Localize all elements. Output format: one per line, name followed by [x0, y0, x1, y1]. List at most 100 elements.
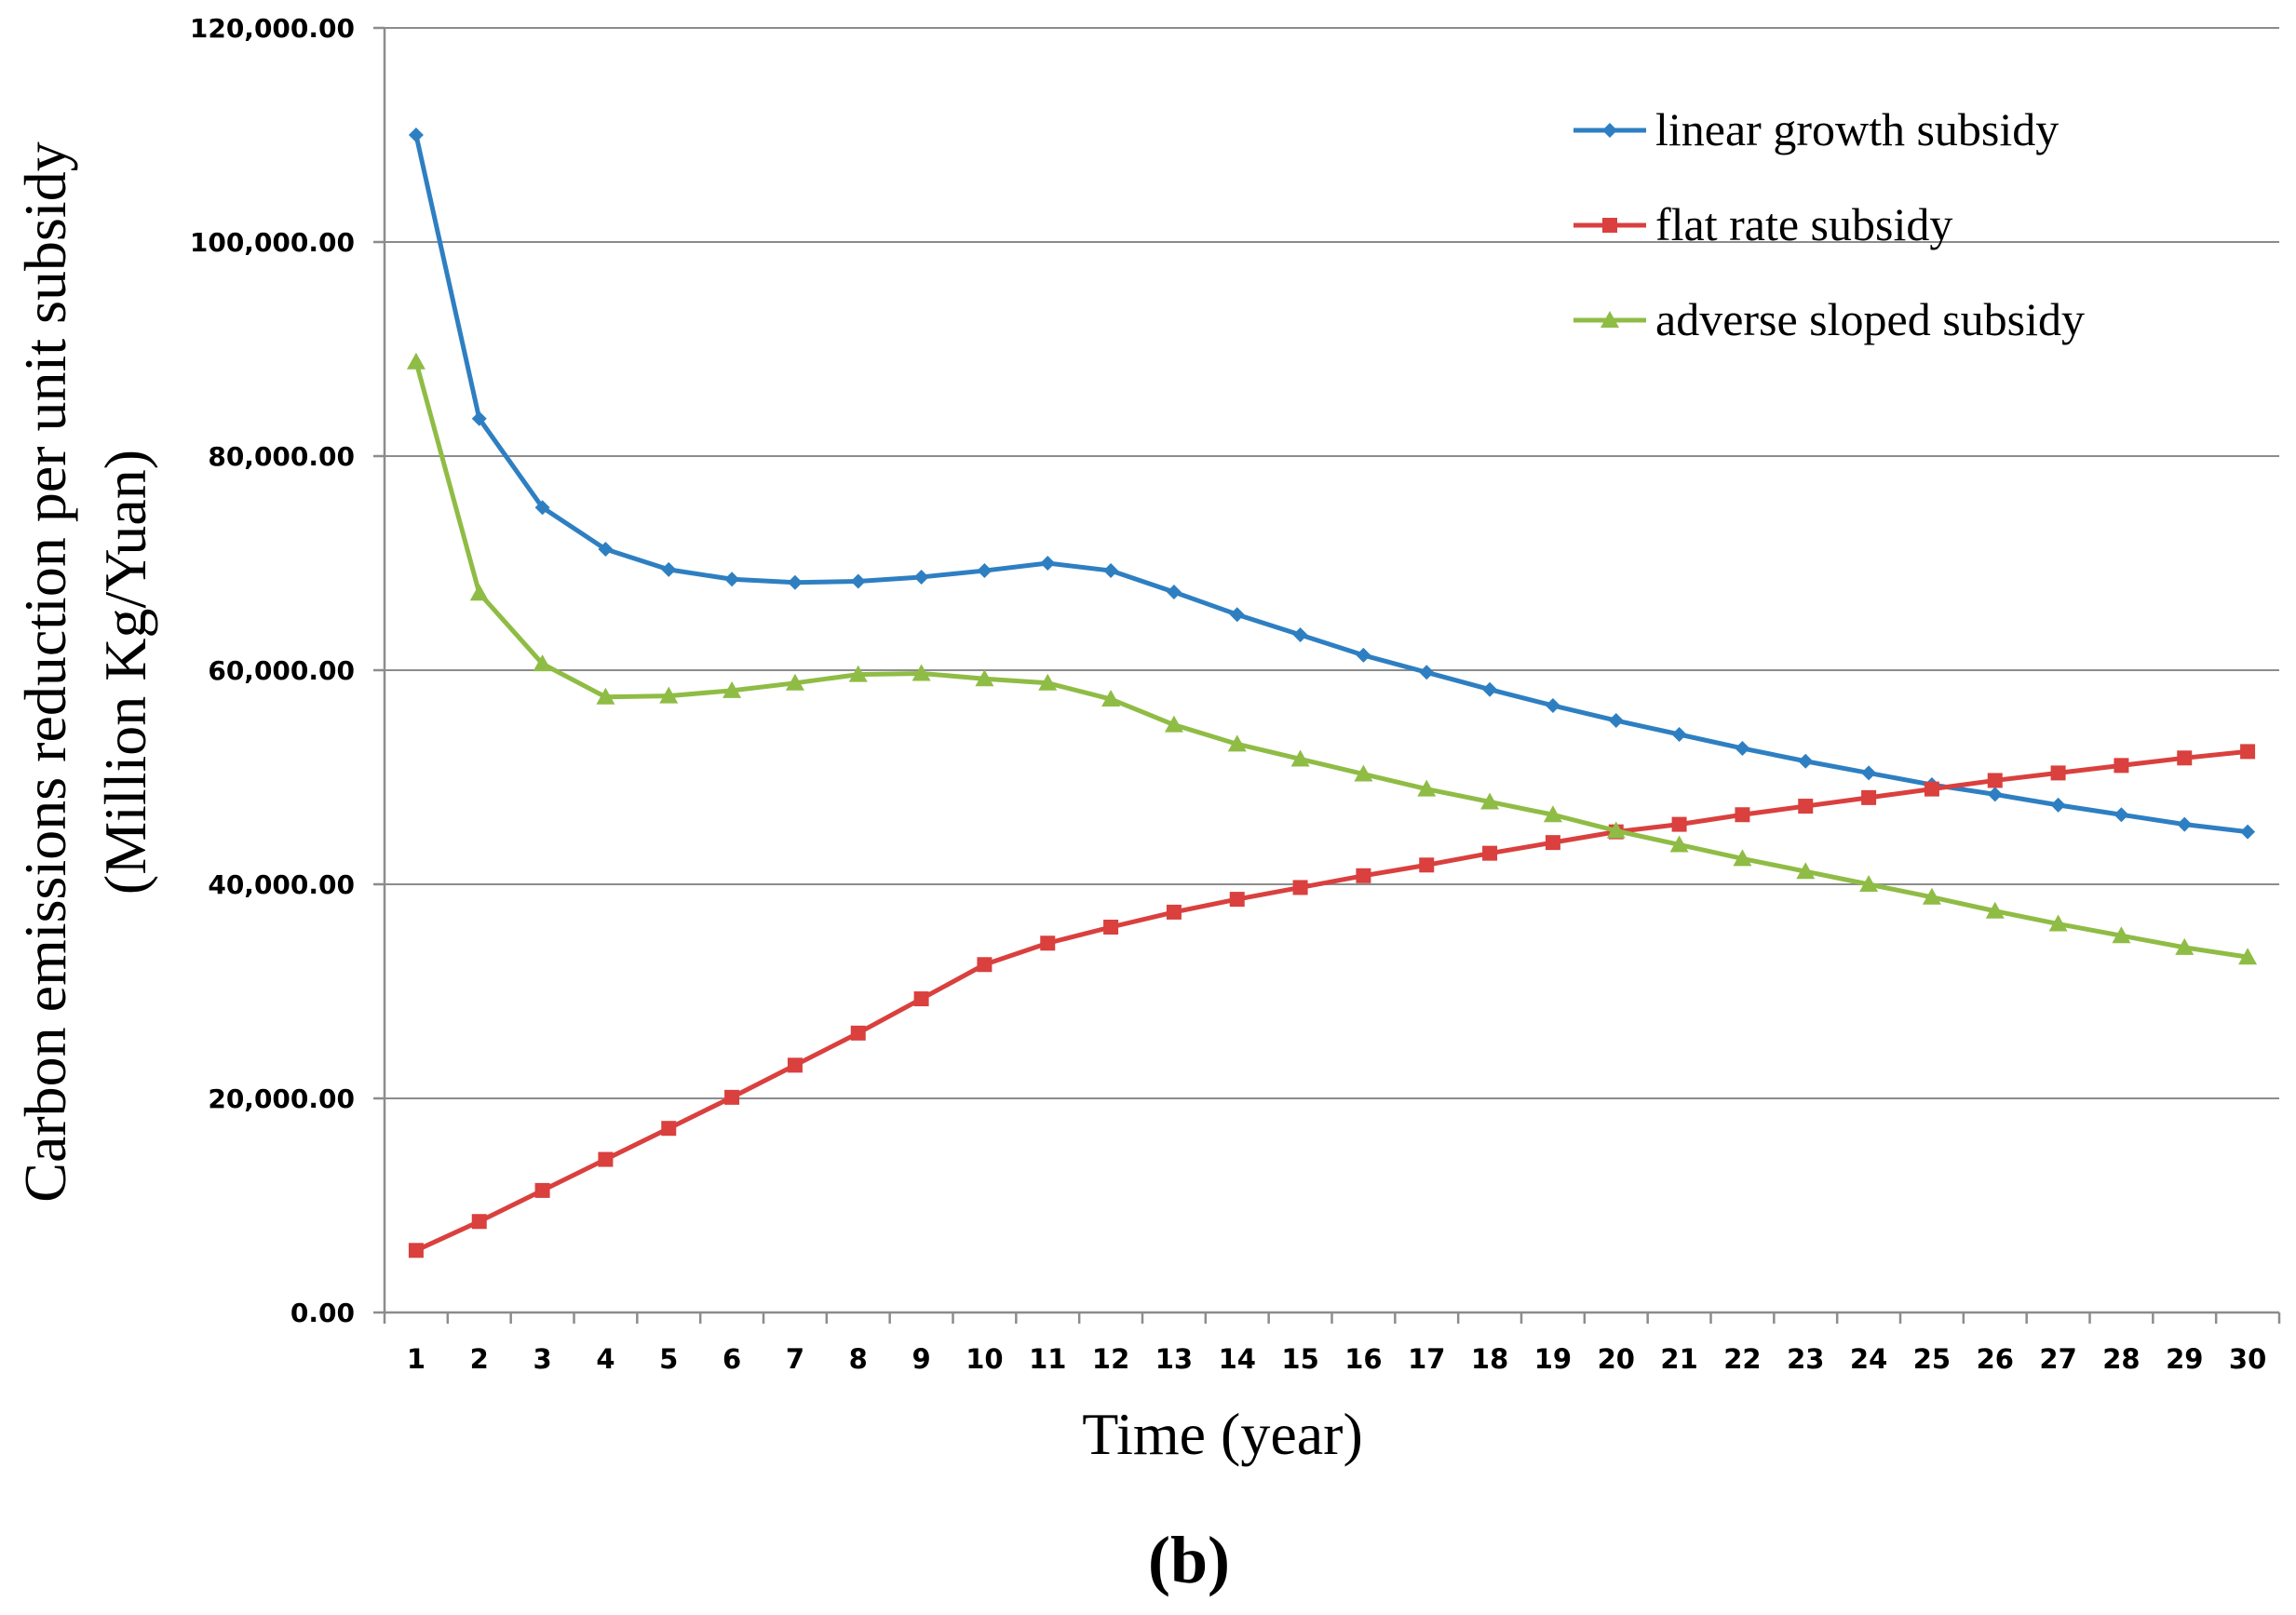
data-point-adverse-sloped-subsidy: [1038, 673, 1058, 691]
x-tick-label: 23: [1787, 1343, 1824, 1375]
data-point-flat-rate-subsidy: [661, 1121, 677, 1137]
data-point-adverse-sloped-subsidy: [596, 687, 615, 705]
series-adverse-sloped-subsidy: [406, 352, 2258, 965]
data-point-flat-rate-subsidy: [850, 1025, 866, 1041]
x-tick-label: 17: [1408, 1343, 1445, 1375]
x-tick-label: 2: [470, 1343, 489, 1375]
data-point-linear-growth-subsidy: [1482, 681, 1498, 697]
y-axis-title: Carbon emissions reduction per unit subs…: [12, 141, 78, 1202]
y-tick-label: 20,000.00: [208, 1083, 355, 1114]
data-point-linear-growth-subsidy: [471, 410, 487, 426]
data-point-flat-rate-subsidy: [1671, 816, 1687, 832]
data-point-adverse-sloped-subsidy: [2175, 937, 2195, 955]
y-tick-label: 60,000.00: [208, 655, 355, 686]
data-point-flat-rate-subsidy: [1419, 857, 1435, 873]
data-point-flat-rate-subsidy: [1166, 904, 1182, 920]
data-point-adverse-sloped-subsidy: [533, 654, 552, 672]
data-point-linear-growth-subsidy: [913, 569, 929, 585]
legend-label: linear growth subsidy: [1655, 103, 2059, 155]
data-point-linear-growth-subsidy: [724, 572, 740, 587]
data-point-flat-rate-subsidy: [1987, 773, 2003, 788]
data-point-adverse-sloped-subsidy: [785, 673, 804, 691]
y-tick-label: 120,000.00: [190, 13, 355, 44]
data-point-linear-growth-subsidy: [787, 574, 803, 590]
data-point-adverse-sloped-subsidy: [469, 584, 489, 601]
x-tick-label: 12: [1092, 1343, 1129, 1375]
data-point-adverse-sloped-subsidy: [975, 669, 994, 687]
data-point-flat-rate-subsidy: [408, 1243, 424, 1258]
legend-entry-flat-rate-subsidy: flat rate subsidy: [1573, 198, 1952, 250]
x-tick-label: 15: [1281, 1343, 1318, 1375]
legend-label: flat rate subsidy: [1655, 198, 1952, 250]
data-point-flat-rate-subsidy: [2177, 750, 2193, 766]
data-point-flat-rate-subsidy: [2240, 744, 2256, 760]
x-tick-label: 19: [1534, 1343, 1572, 1375]
x-tick-label: 7: [786, 1343, 804, 1375]
x-tick-label: 10: [966, 1343, 1003, 1375]
legend-entry-adverse-sloped-subsidy: adverse sloped subsidy: [1573, 293, 2085, 345]
data-point-flat-rate-subsidy: [2050, 765, 2066, 781]
data-point-flat-rate-subsidy: [1861, 789, 1877, 805]
data-point-adverse-sloped-subsidy: [723, 680, 742, 698]
data-series: [406, 128, 2258, 1258]
data-point-adverse-sloped-subsidy: [1796, 862, 1816, 880]
y-tick-labels: 0.00 20,000.00 40,000.00 60,000.00 80,000.00…: [190, 13, 355, 1328]
data-point-flat-rate-subsidy: [1545, 835, 1560, 851]
data-point-adverse-sloped-subsidy: [1985, 901, 2005, 919]
x-tick-label: 30: [2229, 1343, 2266, 1375]
y-tick-label: 80,000.00: [208, 441, 355, 472]
legend-swatch-marker: [1600, 311, 1619, 328]
data-point-adverse-sloped-subsidy: [2048, 914, 2068, 932]
x-tick-label: 26: [1977, 1343, 2014, 1375]
y-axis-unit: (Million Kg/Yuan): [92, 450, 158, 895]
x-tick-label: 21: [1660, 1343, 1697, 1375]
data-point-linear-growth-subsidy: [408, 128, 424, 142]
data-point-flat-rate-subsidy: [1356, 868, 1371, 883]
data-point-adverse-sloped-subsidy: [406, 352, 425, 370]
data-point-adverse-sloped-subsidy: [1606, 821, 1626, 839]
legend-swatch-marker: [1602, 123, 1617, 138]
y-tick-label: 40,000.00: [208, 869, 355, 900]
data-point-linear-growth-subsidy: [850, 573, 866, 589]
data-point-flat-rate-subsidy: [1735, 807, 1750, 823]
legend: linear growth subsidy flat rate subsidy ad…: [1573, 103, 2085, 345]
data-point-adverse-sloped-subsidy: [848, 665, 868, 682]
data-point-linear-growth-subsidy: [598, 542, 614, 558]
series-flat-rate-subsidy: [408, 744, 2256, 1258]
x-tick-label: 13: [1155, 1343, 1193, 1375]
series-linear-growth-subsidy: [408, 128, 2256, 840]
x-tick-label: 16: [1344, 1343, 1382, 1375]
data-point-flat-rate-subsidy: [1924, 781, 1939, 797]
x-tick-label: 27: [2039, 1343, 2076, 1375]
data-point-flat-rate-subsidy: [1040, 935, 1056, 951]
x-tick-label: 4: [596, 1343, 615, 1375]
data-point-linear-growth-subsidy: [1545, 697, 1560, 713]
data-point-flat-rate-subsidy: [724, 1089, 740, 1105]
x-tick-label: 28: [2102, 1343, 2140, 1375]
data-point-flat-rate-subsidy: [1229, 892, 1245, 908]
data-point-flat-rate-subsidy: [913, 991, 929, 1007]
data-point-flat-rate-subsidy: [1798, 799, 1814, 814]
data-point-flat-rate-subsidy: [598, 1151, 614, 1167]
axes: [373, 26, 2281, 1324]
data-point-adverse-sloped-subsidy: [1922, 887, 1941, 905]
y-tick-label: 0.00: [290, 1298, 355, 1328]
data-point-linear-growth-subsidy: [1987, 787, 2003, 802]
data-point-flat-rate-subsidy: [977, 957, 993, 973]
data-point-adverse-sloped-subsidy: [1669, 835, 1689, 853]
y-axis-title-line1: Carbon emissions reduction per unit subs…: [12, 141, 78, 1202]
data-point-linear-growth-subsidy: [1608, 713, 1624, 729]
legend-label: adverse sloped subsidy: [1655, 293, 2085, 345]
series-line-linear-growth-subsidy: [413, 132, 2250, 835]
data-point-adverse-sloped-subsidy: [1101, 690, 1121, 707]
panel-label: (b): [1148, 1523, 1230, 1597]
data-point-flat-rate-subsidy: [2114, 758, 2129, 774]
data-point-flat-rate-subsidy: [534, 1182, 550, 1198]
data-point-linear-growth-subsidy: [661, 561, 677, 577]
series-line-flat-rate-subsidy: [413, 748, 2250, 1253]
data-point-adverse-sloped-subsidy: [1733, 849, 1752, 867]
data-point-adverse-sloped-subsidy: [659, 686, 679, 704]
data-point-adverse-sloped-subsidy: [1859, 875, 1879, 892]
